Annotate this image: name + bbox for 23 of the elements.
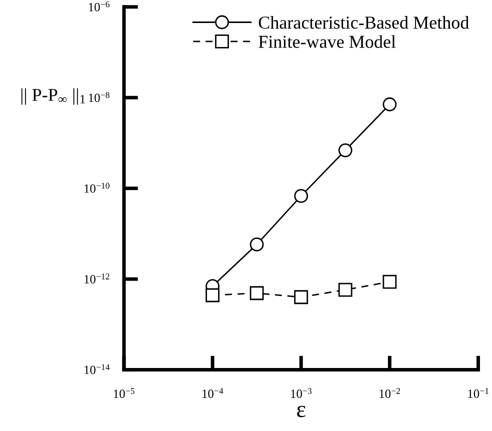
- legend-label: Finite-wave Model: [258, 35, 396, 48]
- y-tick-label: 10$^{−14}$: [84, 364, 110, 374]
- y-tick-label: 10$^{−10}$: [84, 182, 110, 193]
- x-tick-label: 10$^{−3}$: [291, 388, 312, 398]
- point: [294, 290, 308, 304]
- legend-label: Characteristic-Based Method: [258, 16, 469, 29]
- point: [382, 97, 397, 112]
- y-tick-label: 10$^{−12}$: [84, 274, 110, 284]
- point: [250, 237, 264, 252]
- point: [338, 143, 352, 158]
- y-axis-title: || P-P$_{∞}$ ||$_{1}$: [21, 88, 85, 105]
- point: [338, 282, 352, 297]
- x-axis-title: ε: [297, 406, 306, 418]
- x-tick-label: 10$^{−1}$: [468, 388, 488, 398]
- y-tick-label: 10$^{−6}$: [88, 1, 110, 12]
- y-tick-label: 10$^{−8}$: [88, 92, 110, 102]
- x-tick-label: 10$^{−5}$: [114, 388, 134, 398]
- point: [250, 286, 264, 300]
- point: [382, 274, 397, 289]
- point: [206, 288, 220, 302]
- point: [294, 189, 308, 203]
- x-tick-label: 10$^{−4}$: [202, 388, 224, 398]
- x-tick-label: 10$^{−2}$: [380, 388, 400, 398]
